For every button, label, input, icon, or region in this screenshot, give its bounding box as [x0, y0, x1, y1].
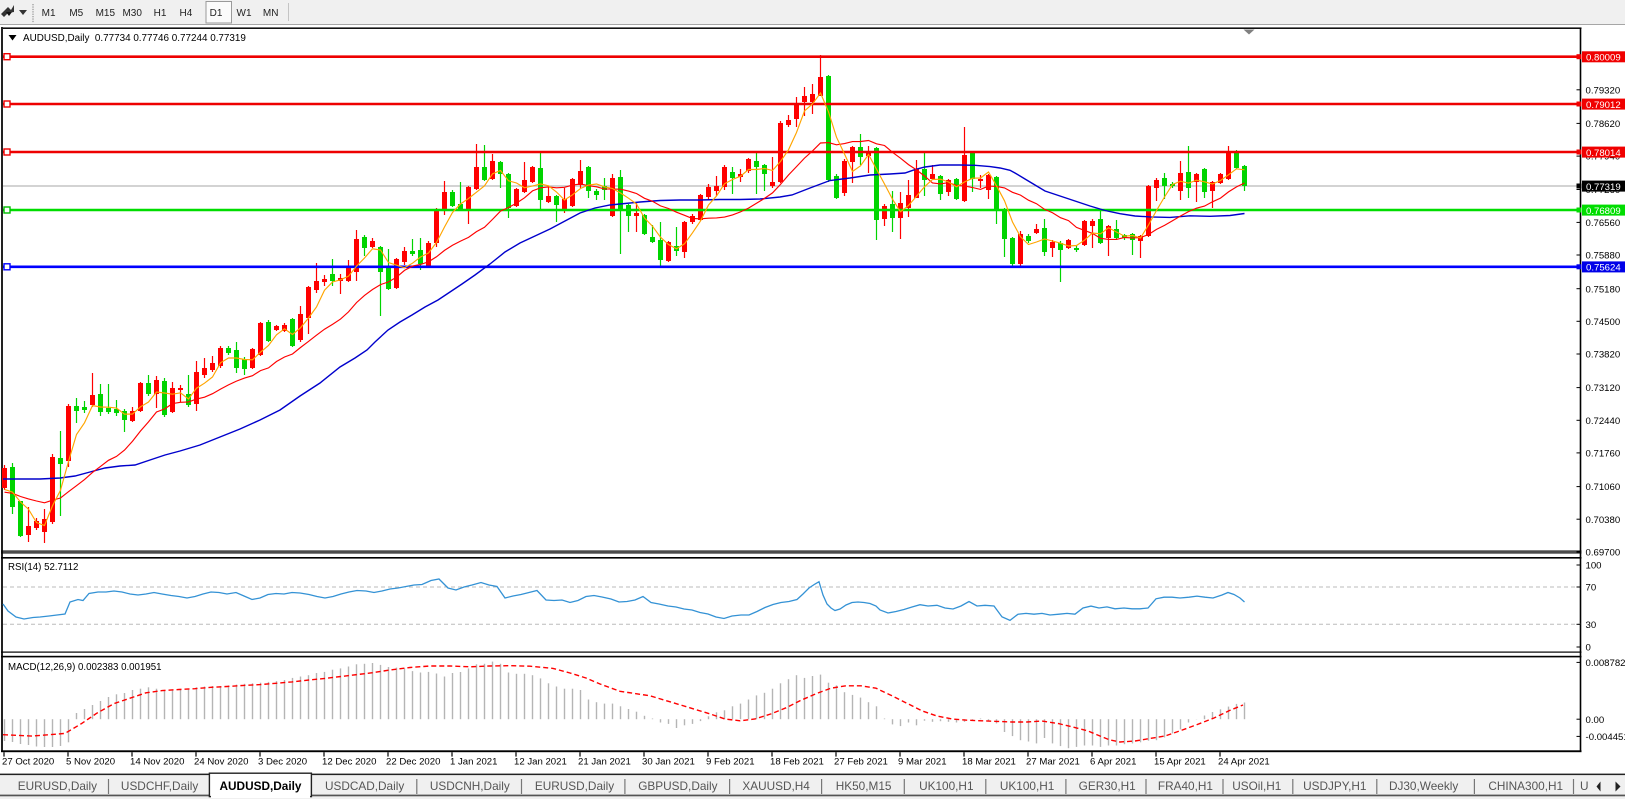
svg-text:H4: H4: [180, 8, 193, 19]
svg-text:0.78620: 0.78620: [1586, 119, 1621, 130]
svg-text:EURUSD,Daily: EURUSD,Daily: [535, 779, 614, 793]
svg-text:M15: M15: [96, 8, 116, 19]
svg-text:GER30,H1: GER30,H1: [1079, 779, 1136, 793]
svg-text:USDJPY,H1: USDJPY,H1: [1303, 779, 1366, 793]
svg-text:MACD(12,26,9) 0.002383 0.00195: MACD(12,26,9) 0.002383 0.001951: [8, 662, 162, 673]
svg-text:0.76809: 0.76809: [1586, 206, 1621, 217]
svg-text:USDCNH,Daily: USDCNH,Daily: [430, 779, 510, 793]
svg-text:12 Dec 2020: 12 Dec 2020: [322, 756, 376, 767]
svg-text:H1: H1: [154, 8, 167, 19]
svg-text:30 Jan 2021: 30 Jan 2021: [642, 756, 695, 767]
svg-text:9 Feb 2021: 9 Feb 2021: [706, 756, 755, 767]
svg-text:6 Apr 2021: 6 Apr 2021: [1090, 756, 1136, 767]
svg-text:0.79320: 0.79320: [1586, 85, 1621, 96]
svg-text:30: 30: [1586, 620, 1597, 631]
svg-text:0.008782: 0.008782: [1586, 658, 1625, 669]
svg-text:27 Oct 2020: 27 Oct 2020: [2, 756, 54, 767]
svg-text:0.72440: 0.72440: [1586, 416, 1621, 427]
svg-text:W1: W1: [237, 8, 252, 19]
svg-text:15 Apr 2021: 15 Apr 2021: [1154, 756, 1206, 767]
svg-text:22 Dec 2020: 22 Dec 2020: [386, 756, 440, 767]
svg-text:U: U: [1580, 779, 1589, 793]
svg-text:UK100,H1: UK100,H1: [1000, 779, 1054, 793]
svg-text:0.73120: 0.73120: [1586, 383, 1621, 394]
svg-text:XAUUSD,H4: XAUUSD,H4: [742, 779, 810, 793]
svg-text:0.69700: 0.69700: [1586, 548, 1621, 559]
svg-text:27 Mar 2021: 27 Mar 2021: [1026, 756, 1080, 767]
svg-text:5 Nov 2020: 5 Nov 2020: [66, 756, 115, 767]
svg-text:70: 70: [1586, 583, 1597, 594]
svg-text:EURUSD,Daily: EURUSD,Daily: [18, 779, 97, 793]
svg-text:RSI(14) 52.7112: RSI(14) 52.7112: [8, 562, 78, 573]
svg-text:DJ30,Weekly: DJ30,Weekly: [1389, 779, 1458, 793]
svg-text:0.00: 0.00: [1586, 715, 1605, 726]
svg-text:0.78014: 0.78014: [1586, 148, 1621, 159]
svg-text:USOil,H1: USOil,H1: [1232, 779, 1281, 793]
svg-text:0.71760: 0.71760: [1586, 449, 1621, 460]
svg-text:CHINA300,H1: CHINA300,H1: [1488, 779, 1563, 793]
svg-text:MN: MN: [263, 8, 279, 19]
svg-text:HK50,M15: HK50,M15: [836, 779, 892, 793]
svg-text:3 Dec 2020: 3 Dec 2020: [258, 756, 307, 767]
svg-text:24 Apr 2021: 24 Apr 2021: [1218, 756, 1270, 767]
svg-text:1 Jan 2021: 1 Jan 2021: [450, 756, 497, 767]
svg-text:21 Jan 2021: 21 Jan 2021: [578, 756, 631, 767]
svg-text:GBPUSD,Daily: GBPUSD,Daily: [638, 779, 717, 793]
svg-text:FRA40,H1: FRA40,H1: [1158, 779, 1213, 793]
svg-text:12 Jan 2021: 12 Jan 2021: [514, 756, 567, 767]
svg-text:18 Feb 2021: 18 Feb 2021: [770, 756, 824, 767]
svg-text:USDCAD,Daily: USDCAD,Daily: [325, 779, 404, 793]
svg-text:0.76560: 0.76560: [1586, 218, 1621, 229]
svg-text:D1: D1: [210, 8, 223, 19]
svg-text:14 Nov 2020: 14 Nov 2020: [130, 756, 184, 767]
svg-text:USDCHF,Daily: USDCHF,Daily: [121, 779, 198, 793]
svg-text:0.73820: 0.73820: [1586, 350, 1621, 361]
svg-text:0.75624: 0.75624: [1586, 263, 1621, 274]
svg-text:0.75180: 0.75180: [1586, 284, 1621, 295]
svg-text:0: 0: [1586, 643, 1591, 654]
svg-text:M5: M5: [69, 8, 83, 19]
svg-text:9 Mar 2021: 9 Mar 2021: [898, 756, 947, 767]
svg-text:18 Mar 2021: 18 Mar 2021: [962, 756, 1016, 767]
svg-text:24 Nov 2020: 24 Nov 2020: [194, 756, 248, 767]
svg-text:0.74500: 0.74500: [1586, 317, 1621, 328]
svg-text:0.77319: 0.77319: [1586, 182, 1621, 193]
svg-text:0.80009: 0.80009: [1586, 53, 1621, 64]
svg-text:0.70380: 0.70380: [1586, 515, 1621, 526]
svg-text:0.75880: 0.75880: [1586, 251, 1621, 262]
svg-text:0.71060: 0.71060: [1586, 482, 1621, 493]
svg-text:0.79012: 0.79012: [1586, 100, 1621, 111]
svg-text:UK100,H1: UK100,H1: [919, 779, 973, 793]
svg-text:AUDUSD,Daily 0.77734 0.77746: AUDUSD,Daily 0.77734 0.77746 0.77244 0.7…: [23, 33, 246, 44]
svg-text:AUDUSD,Daily: AUDUSD,Daily: [220, 779, 302, 793]
svg-text:27 Feb 2021: 27 Feb 2021: [834, 756, 888, 767]
svg-text:100: 100: [1586, 561, 1602, 572]
svg-text:M30: M30: [122, 8, 142, 19]
svg-text:-0.004451: -0.004451: [1586, 732, 1625, 743]
svg-text:M1: M1: [42, 8, 56, 19]
